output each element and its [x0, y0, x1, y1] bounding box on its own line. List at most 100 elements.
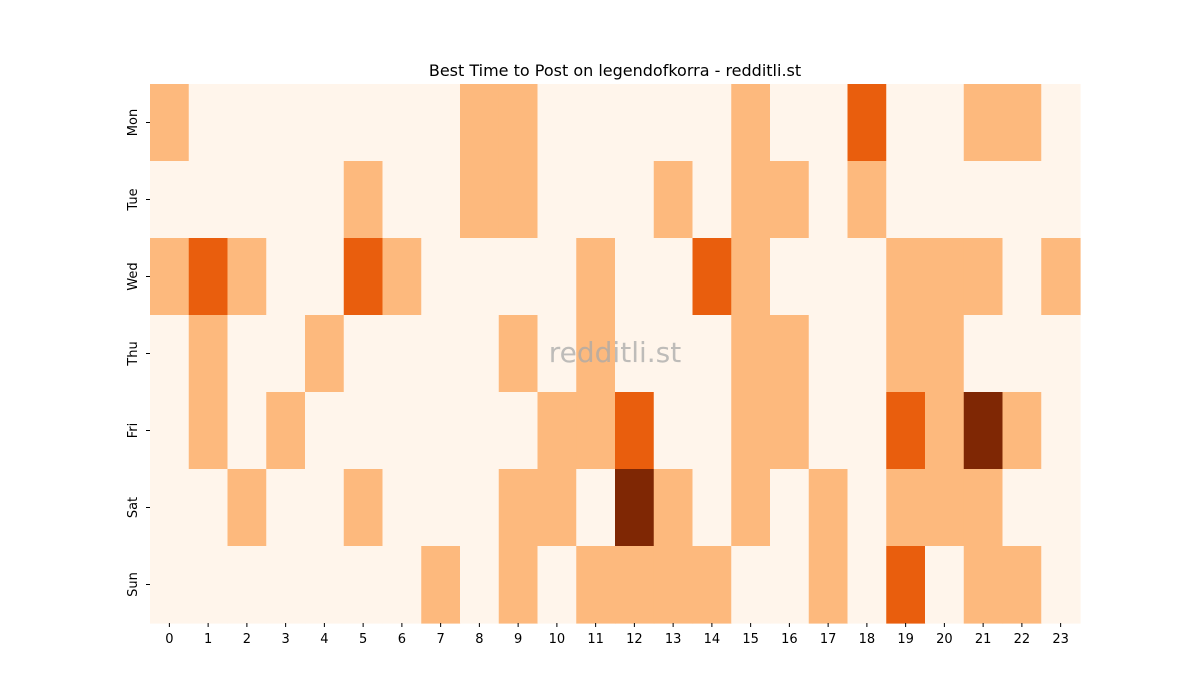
x-tick-label: 22 — [1014, 632, 1031, 647]
x-tick-label: 2 — [243, 632, 251, 647]
heatmap-cell-sat-6 — [382, 469, 422, 547]
heatmap-cell-wed-16 — [770, 238, 810, 316]
heatmap-cell-wed-17 — [808, 238, 849, 316]
heatmap-cell-thu-20 — [925, 315, 965, 393]
heatmap-cell-fri-5 — [343, 392, 384, 470]
y-tick-label: Tue — [126, 188, 141, 211]
heatmap-cell-fri-16 — [770, 392, 810, 470]
heatmap-cell-mon-6 — [382, 84, 422, 162]
heatmap-cell-sat-20 — [925, 469, 965, 547]
heatmap-cell-tue-3 — [266, 161, 306, 239]
heatmap-cell-thu-9 — [498, 315, 539, 393]
heatmap-cell-tue-23 — [1041, 161, 1081, 239]
heatmap-cell-wed-21 — [963, 238, 1004, 316]
heatmap-cell-sun-12 — [615, 546, 655, 624]
heatmap-cell-wed-5 — [343, 238, 384, 316]
heatmap-cell-wed-10 — [537, 238, 577, 316]
heatmap-cell-sat-12 — [615, 469, 655, 547]
heatmap-cell-wed-6 — [382, 238, 422, 316]
heatmap-cell-tue-17 — [808, 161, 849, 239]
heatmap-cell-sun-7 — [421, 546, 461, 624]
heatmap-cell-sun-23 — [1041, 546, 1081, 624]
heatmap-cell-mon-20 — [925, 84, 965, 162]
heatmap-cell-wed-13 — [653, 238, 694, 316]
heatmap-cell-thu-22 — [1002, 315, 1042, 393]
heatmap-cell-wed-20 — [925, 238, 965, 316]
x-tick-label: 19 — [897, 632, 914, 647]
heatmap-cell-sun-13 — [653, 546, 694, 624]
heatmap-cell-sat-9 — [498, 469, 539, 547]
heatmap-cell-sat-0 — [150, 469, 190, 547]
heatmap-cell-fri-13 — [653, 392, 694, 470]
heatmap-cell-fri-23 — [1041, 392, 1081, 470]
heatmap-cell-fri-2 — [227, 392, 267, 470]
heatmap-cell-mon-7 — [421, 84, 461, 162]
heatmap-cell-sun-4 — [305, 546, 345, 624]
heatmap-cell-fri-8 — [460, 392, 500, 470]
heatmap-cell-fri-9 — [498, 392, 539, 470]
heatmap-cell-sat-5 — [343, 469, 384, 547]
x-tick-label: 9 — [514, 632, 522, 647]
x-tick-label: 0 — [165, 632, 173, 647]
heatmap-cell-sun-10 — [537, 546, 577, 624]
heatmap-cell-fri-20 — [925, 392, 965, 470]
heatmap-cell-sat-18 — [847, 469, 887, 547]
x-tick-label: 18 — [859, 632, 876, 647]
heatmap-cell-sat-17 — [808, 469, 849, 547]
watermark: redditli.st — [549, 336, 681, 369]
x-tick-label: 23 — [1052, 632, 1069, 647]
heatmap-cell-fri-22 — [1002, 392, 1042, 470]
x-tick-label: 1 — [204, 632, 212, 647]
heatmap-cell-mon-3 — [266, 84, 306, 162]
heatmap-cell-wed-8 — [460, 238, 500, 316]
heatmap-cell-mon-14 — [692, 84, 732, 162]
heatmap-cell-sun-17 — [808, 546, 849, 624]
heatmap-cell-wed-15 — [731, 238, 771, 316]
y-tick-label: Mon — [126, 109, 141, 136]
heatmap-cell-thu-4 — [305, 315, 345, 393]
heatmap-cell-fri-11 — [576, 392, 616, 470]
heatmap-cell-sat-8 — [460, 469, 500, 547]
heatmap-cell-sun-1 — [188, 546, 229, 624]
heatmap-cell-tue-10 — [537, 161, 577, 239]
x-tick-label: 6 — [398, 632, 406, 647]
y-tick-label: Sun — [126, 572, 141, 597]
heatmap-cell-tue-16 — [770, 161, 810, 239]
heatmap-cell-sat-23 — [1041, 469, 1081, 547]
heatmap-cell-thu-1 — [188, 315, 229, 393]
heatmap-cell-wed-23 — [1041, 238, 1081, 316]
heatmap-cell-thu-19 — [886, 315, 926, 393]
heatmap-cell-tue-1 — [188, 161, 229, 239]
heatmap-cell-tue-8 — [460, 161, 500, 239]
x-tick-label: 3 — [281, 632, 289, 647]
heatmap-cell-wed-12 — [615, 238, 655, 316]
heatmap-cell-thu-8 — [460, 315, 500, 393]
heatmap-cell-fri-14 — [692, 392, 732, 470]
heatmap-cell-thu-14 — [692, 315, 732, 393]
heatmap-cell-thu-2 — [227, 315, 267, 393]
heatmap-cell-wed-2 — [227, 238, 267, 316]
x-tick-label: 8 — [475, 632, 483, 647]
x-tick-label: 13 — [665, 632, 682, 647]
heatmap-cell-tue-15 — [731, 161, 771, 239]
heatmap-cell-sun-22 — [1002, 546, 1042, 624]
heatmap-cell-mon-16 — [770, 84, 810, 162]
heatmap-cell-sun-19 — [886, 546, 926, 624]
heatmap-cell-sat-11 — [576, 469, 616, 547]
x-tick-label: 20 — [936, 632, 953, 647]
heatmap-cell-mon-15 — [731, 84, 771, 162]
heatmap-cell-wed-0 — [150, 238, 190, 316]
heatmap-cell-mon-2 — [227, 84, 267, 162]
heatmap-cell-sat-21 — [963, 469, 1004, 547]
y-tick-label: Sat — [126, 497, 141, 518]
heatmap-cell-thu-21 — [963, 315, 1004, 393]
heatmap-cell-sat-16 — [770, 469, 810, 547]
heatmap-cell-mon-5 — [343, 84, 384, 162]
heatmap-cell-wed-9 — [498, 238, 539, 316]
x-tick-label: 15 — [742, 632, 759, 647]
heatmap-cell-fri-18 — [847, 392, 887, 470]
heatmap-cell-fri-12 — [615, 392, 655, 470]
heatmap-cell-sat-19 — [886, 469, 926, 547]
heatmap-cell-mon-12 — [615, 84, 655, 162]
